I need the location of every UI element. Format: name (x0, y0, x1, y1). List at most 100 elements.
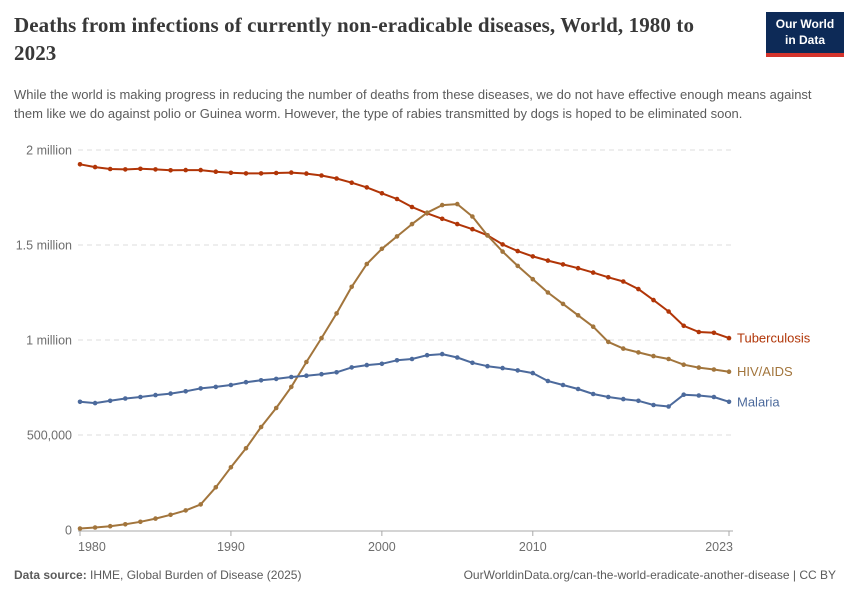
data-point[interactable] (379, 361, 385, 367)
data-point[interactable] (485, 363, 490, 369)
series-malaria[interactable]: Malaria (77, 351, 781, 409)
data-point[interactable] (681, 392, 686, 398)
data-point[interactable] (681, 323, 686, 329)
data-point[interactable] (575, 386, 581, 392)
data-point[interactable] (590, 391, 596, 397)
data-point[interactable] (213, 485, 219, 490)
data-point[interactable] (107, 166, 113, 172)
data-point[interactable] (123, 167, 128, 172)
data-point[interactable] (439, 351, 445, 357)
data-point[interactable] (545, 378, 551, 384)
data-point[interactable] (621, 346, 626, 351)
data-point[interactable] (273, 405, 279, 411)
data-point[interactable] (696, 329, 702, 335)
owid-logo[interactable]: Our World in Data (766, 12, 844, 57)
data-point[interactable] (138, 519, 143, 525)
data-point[interactable] (470, 226, 475, 232)
data-point[interactable] (560, 262, 566, 267)
data-point[interactable] (213, 169, 219, 174)
data-point[interactable] (198, 386, 203, 391)
data-point[interactable] (364, 362, 370, 368)
data-point[interactable] (424, 210, 430, 215)
data-point[interactable] (304, 171, 309, 176)
data-point[interactable] (77, 162, 83, 167)
data-point[interactable] (153, 516, 158, 521)
series-label-tuberculosis[interactable]: Tuberculosis (737, 331, 811, 346)
data-point[interactable] (228, 382, 234, 388)
data-point[interactable] (424, 352, 430, 358)
series-tuberculosis[interactable]: Tuberculosis (77, 162, 811, 346)
data-point[interactable] (711, 394, 717, 400)
data-point[interactable] (319, 335, 324, 341)
data-point[interactable] (666, 356, 671, 362)
data-point[interactable] (138, 394, 143, 400)
data-point[interactable] (726, 369, 732, 375)
data-point[interactable] (621, 279, 626, 284)
data-point[interactable] (289, 384, 294, 390)
data-point[interactable] (107, 523, 113, 529)
data-point[interactable] (77, 399, 83, 405)
data-point[interactable] (228, 170, 234, 176)
series-label-hiv-aids[interactable]: HIV/AIDS (737, 364, 793, 379)
data-point[interactable] (500, 249, 505, 254)
data-point[interactable] (168, 391, 173, 396)
data-point[interactable] (183, 389, 188, 394)
data-point[interactable] (153, 167, 158, 172)
data-point[interactable] (470, 214, 475, 219)
data-point[interactable] (334, 311, 339, 316)
data-point[interactable] (696, 365, 702, 370)
data-point[interactable] (319, 371, 324, 377)
data-point[interactable] (530, 276, 536, 282)
data-point[interactable] (183, 508, 188, 513)
data-point[interactable] (394, 358, 400, 363)
data-point[interactable] (575, 313, 581, 318)
data-point[interactable] (545, 258, 551, 263)
data-point[interactable] (711, 367, 717, 372)
data-point[interactable] (455, 221, 460, 227)
data-point[interactable] (606, 275, 611, 280)
data-point[interactable] (334, 370, 339, 375)
data-point[interactable] (92, 164, 98, 170)
data-point[interactable] (575, 265, 581, 271)
data-point[interactable] (123, 522, 128, 527)
data-point[interactable] (621, 396, 626, 402)
data-point[interactable] (183, 167, 188, 173)
data-point[interactable] (198, 502, 203, 507)
data-point[interactable] (726, 335, 732, 341)
data-point[interactable] (258, 424, 264, 430)
data-point[interactable] (515, 368, 520, 373)
data-point[interactable] (545, 290, 551, 295)
data-point[interactable] (319, 173, 324, 178)
data-point[interactable] (409, 356, 415, 362)
data-point[interactable] (243, 446, 249, 451)
data-point[interactable] (243, 171, 249, 176)
data-point[interactable] (681, 362, 686, 368)
data-point[interactable] (530, 254, 536, 259)
data-point[interactable] (379, 246, 385, 252)
data-point[interactable] (228, 465, 234, 470)
data-point[interactable] (92, 525, 98, 530)
data-point[interactable] (485, 233, 490, 238)
data-point[interactable] (123, 396, 128, 401)
data-point[interactable] (349, 365, 355, 370)
data-point[interactable] (289, 170, 294, 175)
data-point[interactable] (439, 216, 445, 222)
data-point[interactable] (439, 202, 445, 208)
data-point[interactable] (198, 167, 203, 173)
data-point[interactable] (168, 512, 173, 518)
data-point[interactable] (304, 359, 309, 365)
data-point[interactable] (470, 360, 475, 366)
data-point[interactable] (455, 201, 460, 207)
data-point[interactable] (500, 365, 505, 371)
data-point[interactable] (349, 284, 355, 290)
data-point[interactable] (273, 376, 279, 382)
data-point[interactable] (651, 402, 656, 408)
data-point[interactable] (500, 242, 505, 247)
data-point[interactable] (379, 191, 385, 196)
data-point[interactable] (651, 353, 656, 359)
data-point[interactable] (258, 171, 264, 176)
data-point[interactable] (606, 394, 611, 400)
data-point[interactable] (168, 168, 173, 173)
data-point[interactable] (394, 196, 400, 202)
